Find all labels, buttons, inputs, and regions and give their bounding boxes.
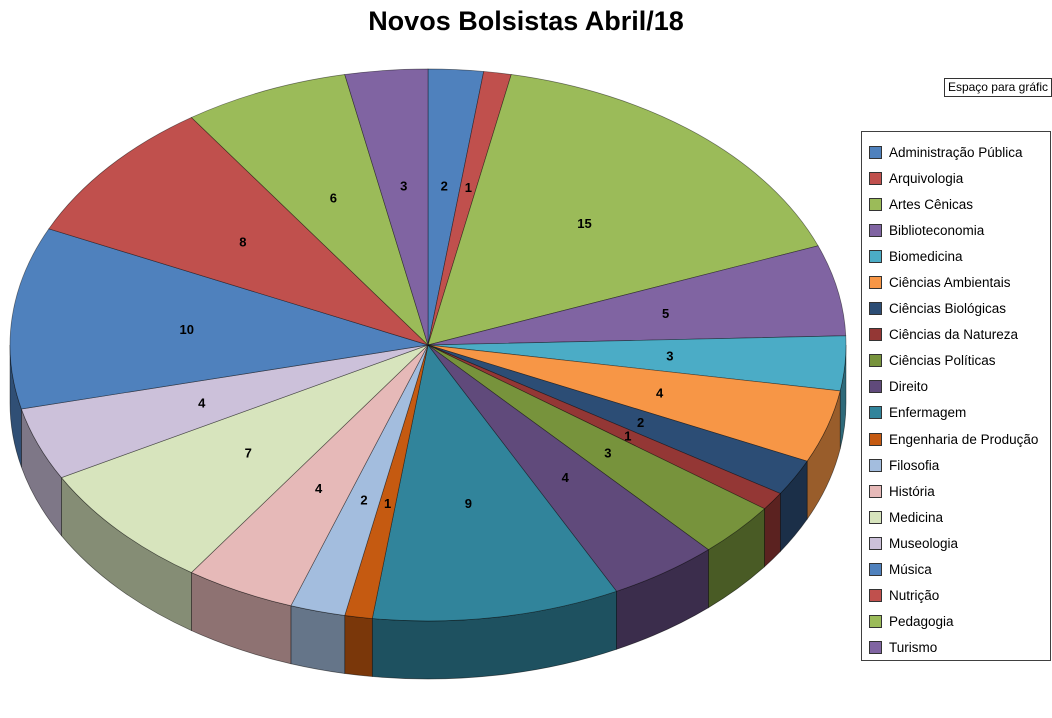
pie-slice-value-label: 3 <box>666 349 673 364</box>
espaco-textbox[interactable]: Espaço para gráfic <box>943 78 1052 97</box>
legend-item-biblioteconomia[interactable]: Biblioteconomia <box>869 217 1050 243</box>
legend-item-label: Enfermagem <box>889 405 967 421</box>
pie-slice-value-label: 9 <box>465 496 472 511</box>
pie-slice-value-label: 5 <box>662 306 669 321</box>
legend-item-ciencias-da-natureza[interactable]: Ciências da Natureza <box>869 322 1050 348</box>
pie-slice-value-label: 6 <box>330 191 337 206</box>
legend-swatch-icon <box>869 302 882 316</box>
legend-swatch-icon <box>869 328 882 342</box>
pie-slice-musica[interactable] <box>9 228 429 410</box>
legend-item-pedagogia[interactable]: Pedagogia <box>869 609 1050 635</box>
legend-item-label: Biblioteconomia <box>889 222 985 238</box>
legend-item-filosofia[interactable]: Filosofia <box>869 452 1050 478</box>
pie-slice-biblioteconomia[interactable] <box>427 245 847 346</box>
legend-item-direito[interactable]: Direito <box>869 374 1050 400</box>
pie-slice-value-label: 3 <box>400 179 407 194</box>
pie-slice-turismo[interactable] <box>344 68 429 346</box>
pie-slice-value-label: 4 <box>562 470 570 485</box>
pie-slice-value-label: 1 <box>465 180 472 195</box>
pie-slice-value-label: 2 <box>441 178 448 193</box>
legend-item-label: Ciências Biológicas <box>889 301 1007 317</box>
pie-slice-value-label: 3 <box>604 445 611 460</box>
pie-slice-value-label: 4 <box>198 396 206 411</box>
pie-slice-wall-filosofia <box>290 605 346 674</box>
legend-item-ciencias-politicas[interactable]: Ciências Políticas <box>869 348 1050 374</box>
legend: Administração Pública Arquivologia Artes C… <box>861 131 1051 661</box>
legend-item-administracao-publica[interactable]: Administração Pública <box>869 139 1050 165</box>
pie-slice-wall-engenharia-de-producao <box>344 615 373 677</box>
legend-swatch-icon <box>869 536 882 550</box>
pie-slice-value-label: 10 <box>180 322 194 337</box>
legend-item-label: Nutrição <box>889 588 940 604</box>
pie-slice-nutricao[interactable] <box>48 117 429 346</box>
pie-slice-value-label: 4 <box>315 481 323 496</box>
legend-swatch-icon <box>869 615 882 629</box>
legend-swatch-icon <box>869 563 882 577</box>
legend-item-label: Ciências Políticas <box>889 353 996 369</box>
legend-item-artes-cenicas[interactable]: Artes Cênicas <box>869 191 1050 217</box>
legend-item-label: Música <box>889 562 932 578</box>
legend-item-label: Pedagogia <box>889 614 954 630</box>
legend-swatch-icon <box>869 380 882 394</box>
legend-item-label: História <box>889 483 935 499</box>
legend-item-engenharia-de-producao[interactable]: Engenharia de Produção <box>869 426 1050 452</box>
legend-item-musica[interactable]: Música <box>869 557 1050 583</box>
pie-slice-artes-cenicas[interactable] <box>427 74 819 346</box>
espaco-textbox-label: Espaço para gráfic <box>947 80 1048 94</box>
legend-item-label: Artes Cênicas <box>889 196 974 212</box>
pie-slice-value-label: 2 <box>360 492 367 507</box>
legend-swatch-icon <box>869 276 882 290</box>
legend-item-nutricao[interactable]: Nutrição <box>869 583 1050 609</box>
legend-item-ciencias-ambientais[interactable]: Ciências Ambientais <box>869 269 1050 295</box>
legend-swatch-icon <box>869 510 882 524</box>
pie-slice-medicina[interactable] <box>60 344 429 573</box>
pie-slice-enfermagem[interactable] <box>371 344 618 622</box>
legend-swatch-icon <box>869 484 882 498</box>
legend-swatch-icon <box>869 171 882 185</box>
legend-swatch-icon <box>869 249 882 263</box>
legend-swatch-icon <box>869 145 882 159</box>
legend-swatch-icon <box>869 432 882 446</box>
pie-slice-value-label: 7 <box>245 445 252 460</box>
legend-item-label: Direito <box>889 379 929 395</box>
pie-slice-value-label: 15 <box>577 216 591 231</box>
legend-item-historia[interactable]: História <box>869 478 1050 504</box>
legend-swatch-icon <box>869 354 882 368</box>
pie-slice-value-label: 2 <box>637 415 644 430</box>
pie-slice-value-label: 1 <box>624 429 631 444</box>
legend-swatch-icon <box>869 223 882 237</box>
legend-item-label: Ciências da Natureza <box>889 327 1019 343</box>
legend-item-medicina[interactable]: Medicina <box>869 504 1050 530</box>
legend-item-label: Turismo <box>889 640 938 656</box>
legend-swatch-icon <box>869 406 882 420</box>
legend-item-museologia[interactable]: Museologia <box>869 530 1050 556</box>
pie-slice-pedagogia[interactable] <box>190 74 429 347</box>
legend-item-label: Arquivologia <box>889 170 964 186</box>
legend-swatch-icon <box>869 458 882 472</box>
legend-swatch-icon <box>869 641 882 655</box>
legend-item-label: Museologia <box>889 535 959 551</box>
legend-item-turismo[interactable]: Turismo <box>869 635 1050 661</box>
pie-slice-value-label: 1 <box>384 496 391 511</box>
legend-item-ciencias-biologicas[interactable]: Ciências Biológicas <box>869 296 1050 322</box>
legend-item-label: Engenharia de Produção <box>889 431 1039 447</box>
pie-slice-value-label: 8 <box>239 235 246 250</box>
legend-item-arquivologia[interactable]: Arquivologia <box>869 165 1050 191</box>
legend-item-biomedicina[interactable]: Biomedicina <box>869 243 1050 269</box>
legend-item-label: Medicina <box>889 509 944 525</box>
pie-slice-value-label: 4 <box>656 385 664 400</box>
legend-item-label: Biomedicina <box>889 248 963 264</box>
legend-item-label: Ciências Ambientais <box>889 275 1011 291</box>
legend-swatch-icon <box>869 589 882 603</box>
chart-title: Novos Bolsistas Abril/18 <box>368 6 684 36</box>
legend-swatch-icon <box>869 197 882 211</box>
legend-item-label: Filosofia <box>889 457 940 473</box>
legend-item-enfermagem[interactable]: Enfermagem <box>869 400 1050 426</box>
legend-item-label: Administração Pública <box>889 144 1023 160</box>
